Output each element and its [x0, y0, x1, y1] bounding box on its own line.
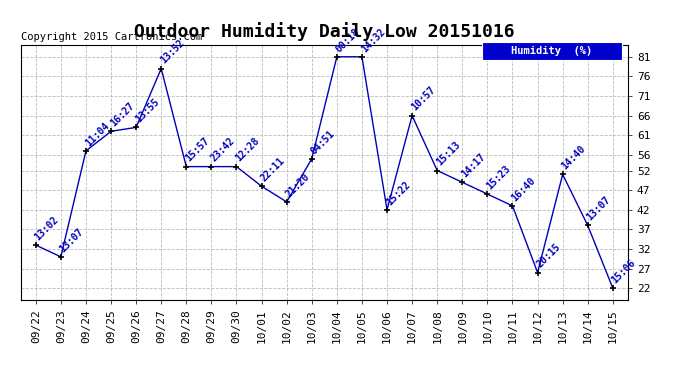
Text: Copyright 2015 Cartronics.com: Copyright 2015 Cartronics.com — [21, 33, 202, 42]
Text: 15:57: 15:57 — [184, 136, 211, 164]
Text: 11:04: 11:04 — [83, 120, 111, 148]
Text: 14:17: 14:17 — [460, 152, 487, 180]
Text: 22:11: 22:11 — [259, 156, 286, 183]
Text: 20:15: 20:15 — [535, 242, 562, 270]
Text: 23:42: 23:42 — [208, 136, 237, 164]
Text: 13:55: 13:55 — [133, 97, 161, 124]
Text: 13:07: 13:07 — [58, 226, 86, 254]
Text: 15:13: 15:13 — [434, 140, 462, 168]
Text: 15:06: 15:06 — [610, 258, 638, 285]
Text: 13:07: 13:07 — [585, 195, 613, 223]
Text: 12:28: 12:28 — [234, 136, 262, 164]
Text: 15:22: 15:22 — [384, 179, 412, 207]
Text: 13:02: 13:02 — [33, 214, 61, 242]
Text: 16:40: 16:40 — [510, 175, 538, 203]
Text: 04:51: 04:51 — [309, 128, 337, 156]
Text: 15:23: 15:23 — [484, 164, 513, 191]
Text: 13:52: 13:52 — [158, 38, 186, 66]
Text: 14:40: 14:40 — [560, 144, 588, 172]
Text: 10:57: 10:57 — [409, 85, 437, 113]
Text: 00:18: 00:18 — [334, 26, 362, 54]
Title: Outdoor Humidity Daily Low 20151016: Outdoor Humidity Daily Low 20151016 — [134, 22, 515, 41]
Text: 21:20: 21:20 — [284, 171, 312, 199]
Text: 14:32: 14:32 — [359, 26, 387, 54]
Text: 16:27: 16:27 — [108, 101, 136, 129]
